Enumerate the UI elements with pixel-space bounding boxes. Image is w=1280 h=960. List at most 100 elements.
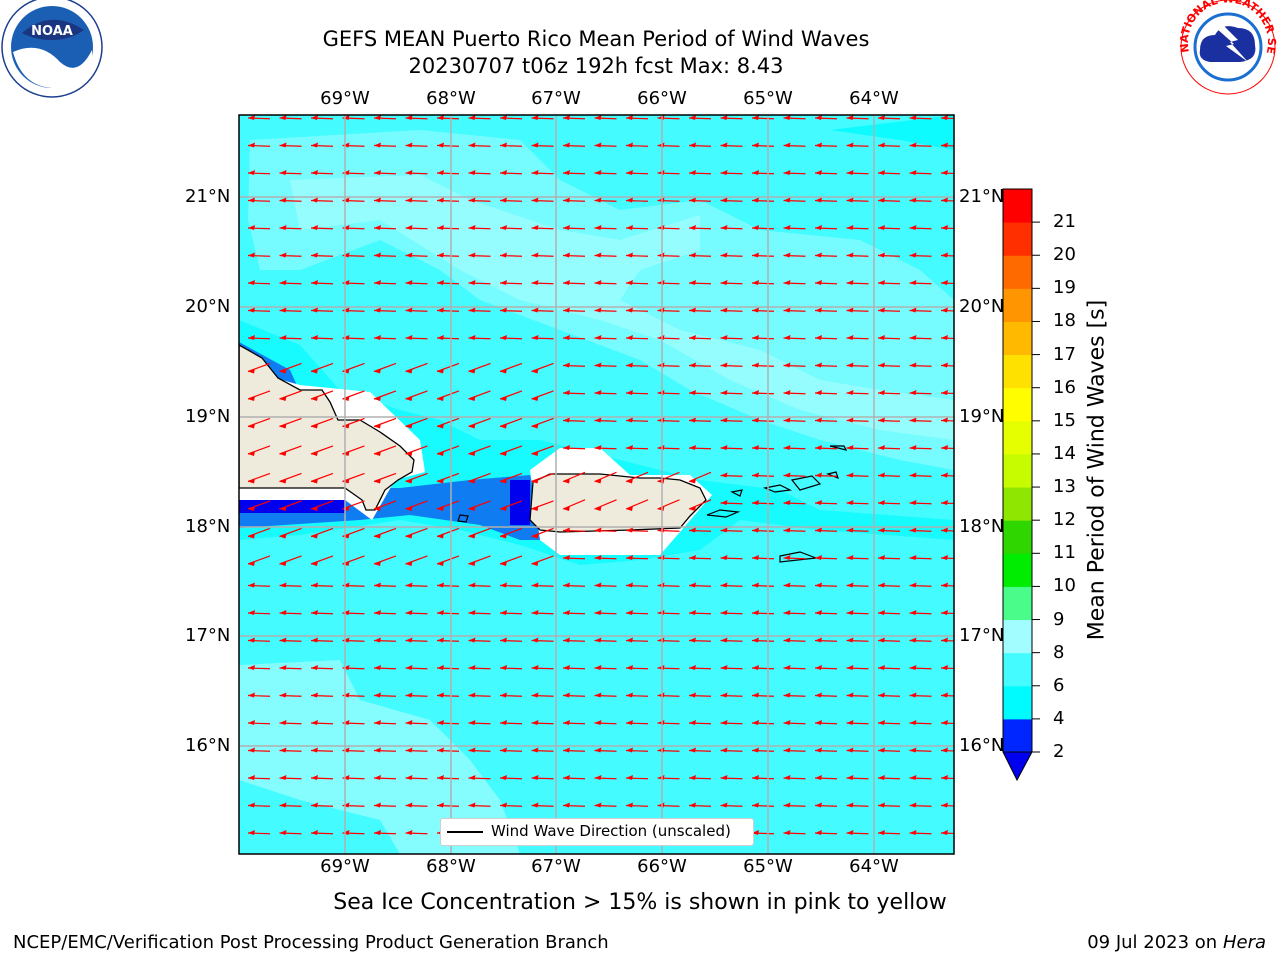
wave-direction-arrowhead [720,445,728,450]
colorbar-segment [1003,189,1032,223]
map-legend: Wind Wave Direction (unscaled) [440,818,754,846]
wave-direction-arrowhead [689,252,696,258]
wave-direction-arrowhead [689,637,696,643]
wave-direction-arrowhead [720,335,728,340]
wave-direction-arrowhead [342,747,350,753]
wave-direction-arrowhead [563,665,570,670]
wave-direction-arrowhead [531,170,539,175]
wave-direction-arrowhead [815,555,822,560]
wave-direction-arrowhead [405,533,413,539]
wave-direction-arrowhead [720,252,728,258]
wave-direction-arrowhead [594,610,602,615]
wave-direction-arrowhead [468,423,476,429]
wave-direction-arrowhead [563,582,570,588]
wave-direction-arrowhead [248,170,255,175]
wave-direction-arrowhead [815,527,822,533]
wave-direction-arrowhead [783,665,791,670]
wave-direction-arrowhead [846,665,854,670]
wave-direction-arrowhead [500,252,507,258]
wave-direction-arrowhead [279,197,287,203]
footer-date-text: 09 Jul 2023 on [1087,932,1223,953]
wave-direction-arrowhead [815,307,822,313]
footer-date: 09 Jul 2023 on Hera [1087,932,1266,953]
wave-direction-arrowhead [563,115,570,120]
wave-direction-arrowhead [815,610,822,615]
colorbar-tick-label: 2 [1053,741,1065,762]
wave-direction-arrowhead [720,280,728,285]
wave-direction-arrowhead [405,582,413,588]
wave-direction-arrowhead [752,582,759,588]
wave-direction-arrowhead [468,368,476,374]
colorbar-title: Mean Period of Wind Waves [s] [1084,299,1110,641]
wave-direction-arrowhead [941,280,948,285]
wave-direction-arrowhead [374,692,381,698]
wave-direction-arrowhead [783,280,791,285]
wave-direction-arrowhead [563,142,570,148]
wave-direction-arrowhead [689,170,696,175]
wave-direction-arrowhead [878,665,885,670]
wave-direction-arrowhead [405,197,413,203]
colorbar-tick-label: 4 [1053,707,1065,729]
lon-label-top-67w: 67°W [531,88,581,109]
wave-direction-arrowhead [815,335,822,340]
wave-direction-arrowhead [878,527,885,533]
wave-direction-arrowhead [311,478,318,484]
wave-direction-arrowhead [374,335,381,340]
wave-direction-arrowhead [374,802,381,808]
wave-direction-arrowhead [752,362,759,368]
wave-direction-arrowhead [909,610,917,615]
wave-direction-arrowhead [815,720,822,725]
wave-direction-arrowhead [752,445,759,450]
wave-direction-arrowhead [594,747,602,753]
wave-direction-arrowhead [846,197,854,203]
wave-direction-arrowhead [279,775,287,780]
wave-direction-arrowhead [846,142,854,148]
wave-direction-arrowhead [311,225,318,230]
wave-direction-arrowhead [342,115,350,120]
wave-direction-arrowhead [815,390,822,395]
lat-label-left-16n: 16°N [185,735,231,756]
colorbar-tick-label: 21 [1053,211,1076,233]
wave-direction-arrowhead [500,307,507,313]
colorbar-tick-label: 9 [1053,608,1065,630]
legend-line-icon [447,831,483,833]
noaa-logo-text: NOAA [31,24,73,39]
wave-direction-arrowhead [720,142,728,148]
wave-direction-arrowhead [626,610,633,615]
wave-direction-arrowhead [374,225,381,230]
wave-direction-arrowhead [468,775,476,780]
wave-direction-arrowhead [846,555,854,560]
wave-direction-arrowhead [468,665,476,670]
wave-direction-arrowhead [878,582,885,588]
wave-direction-arrowhead [941,197,948,203]
wave-direction-arrowhead [563,720,570,725]
wave-direction-arrowhead [311,665,318,670]
wave-direction-arrowhead [468,561,476,566]
wave-direction-arrowhead [626,362,633,368]
wave-direction-arrowhead [783,252,791,258]
wave-direction-arrowhead [374,170,381,175]
wave-direction-arrowhead [752,335,759,340]
wave-direction-arrowhead [752,692,759,698]
wave-direction-arrowhead [563,307,570,313]
wave-direction-arrowhead [594,142,602,148]
wave-direction-arrowhead [720,307,728,313]
wave-direction-arrowhead [720,417,728,423]
wave-direction-arrowhead [846,747,854,753]
wave-direction-arrowhead [783,362,791,368]
wave-direction-arrowhead [783,472,791,478]
wave-direction-arrowhead [689,610,696,615]
wave-direction-arrowhead [374,197,381,203]
wave-direction-arrowhead [374,720,381,725]
colorbar-segment [1003,387,1032,422]
wave-direction-arrowhead [941,527,948,533]
wave-direction-arrowhead [752,280,759,285]
lon-label-bottom-64w: 64°W [849,856,899,877]
wave-direction-arrowhead [342,561,350,566]
wave-direction-arrowhead [783,142,791,148]
wave-direction-arrowhead [720,637,728,643]
wave-direction-arrowhead [342,830,350,835]
wave-direction-arrowhead [720,610,728,615]
lat-label-left-20n: 20°N [185,296,231,317]
